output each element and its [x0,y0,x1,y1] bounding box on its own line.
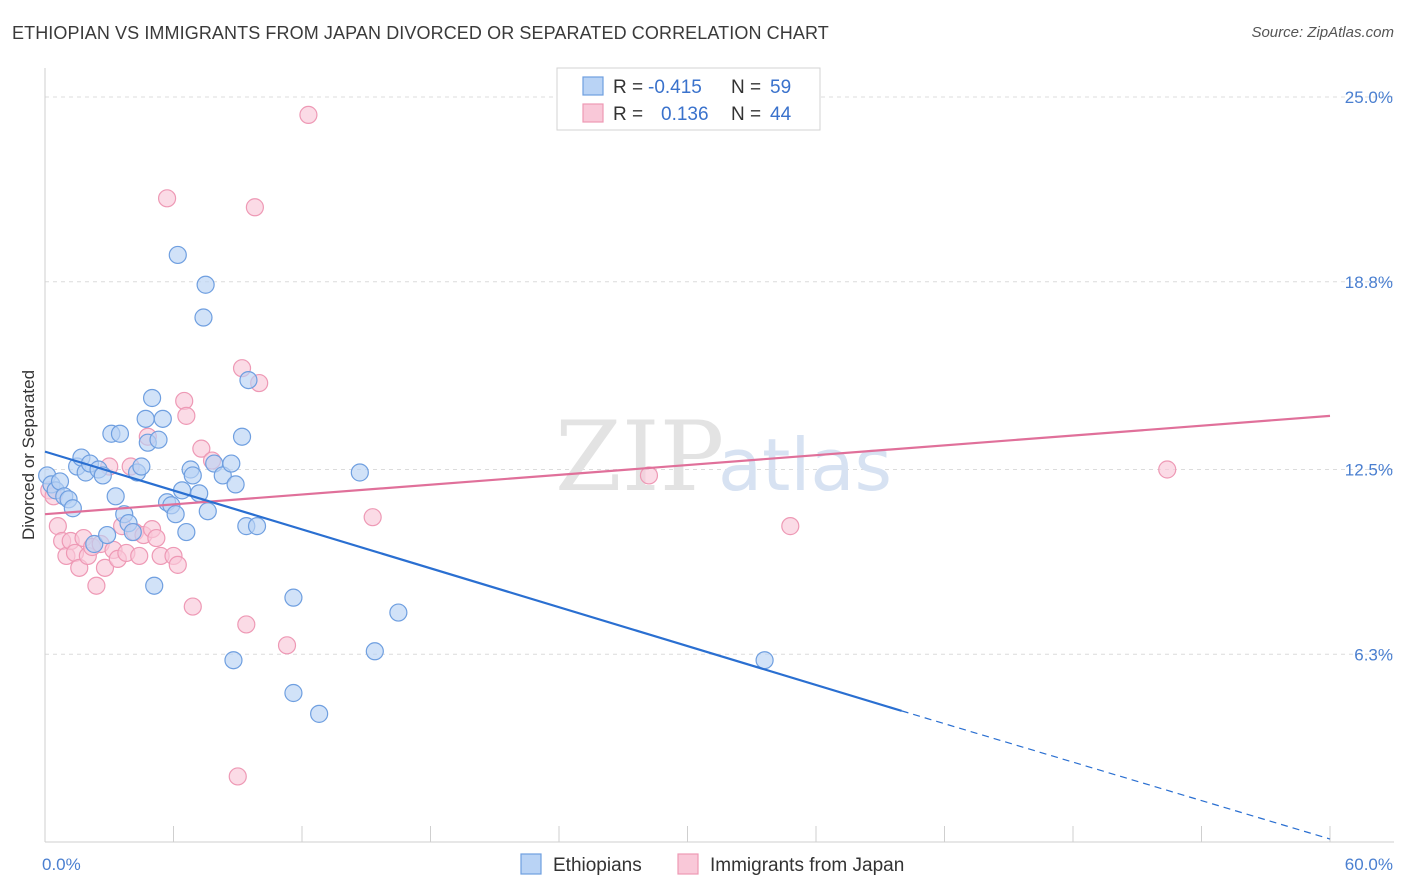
japan-point-27 [157,189,177,208]
legend-r-label-blue: R = [613,77,643,98]
japan-point-30 [175,391,194,411]
ethiopian-point-27 [149,430,168,449]
bottom-legend-label-japan: Immigrants from Japan [710,855,904,876]
legend-n-label-blue: N = [731,77,761,98]
ethiopian-point-44 [224,651,243,670]
bottom-legend-swatch-pink [677,853,699,875]
legend-r-value-blue: -0.415 [648,77,702,98]
ethiopian-point-56 [755,651,774,670]
japan-trend-line [44,414,1331,516]
ethiopian-point-43 [222,454,241,473]
ethiopian-point-51 [284,588,303,607]
ethiopian-point-52 [310,704,329,723]
japan-point-13 [95,558,115,577]
ethiopian-point-28 [153,409,172,428]
japan-point-21 [130,546,149,566]
ethiopian-point-53 [350,463,369,482]
ethiopian-point-3 [50,472,70,491]
ethiopian-point-11 [85,534,104,554]
japan-point-40 [277,636,297,655]
ethiopian-point-20 [123,522,142,542]
correlation-legend: R = -0.415 N = 59 R = 0.136 N = 44 [556,67,821,131]
japan-point-2 [48,517,67,536]
japan-point-11 [87,576,106,595]
watermark: ZIP atlas [555,401,892,513]
ethiopian-trend-line [44,450,902,712]
japan-point-38 [245,198,264,217]
legend-n-value-pink: 44 [770,104,792,125]
ethiopian-point-26 [145,576,164,595]
legend-swatch-pink [582,103,604,123]
ethiopian-point-48 [239,371,258,390]
japan-point-44 [781,517,800,536]
ethiopian-point-25 [142,388,162,408]
y-tick-label-3: 25.0% [1345,88,1393,107]
japan-point-37 [237,615,256,634]
japan-point-29 [168,555,187,574]
axes [44,68,1394,843]
ethiopian-point-6 [63,499,82,518]
bottom-legend-swatch-blue [520,853,542,875]
trend-lines [44,414,1331,840]
ethiopian-point-22 [132,457,151,476]
ethiopians-points [38,245,774,723]
ethiopian-point-23 [136,409,155,428]
ethiopian-point-50 [284,683,303,703]
ethiopian-point-36 [183,466,202,485]
ethiopian-point-49 [247,517,267,536]
y-tick-label-0: 6.3% [1354,645,1393,664]
ethiopian-point-54 [365,642,384,661]
ethiopian-point-38 [196,275,215,294]
ethiopian-point-16 [106,487,125,506]
y-tick-label-1: 12.5% [1345,461,1393,480]
japan-point-45 [1158,460,1177,479]
japan-point-42 [363,508,382,527]
tick-labels: 6.3% 12.5% 18.8% 25.0% 0.0% 60.0% [42,88,1393,874]
japan-point-35 [228,767,247,786]
bottom-legend-label-ethiopians: Ethiopians [553,855,642,876]
x-tick-label-end: 60.0% [1345,855,1393,874]
ethiopian-point-45 [226,475,245,494]
ethiopian-point-40 [198,502,217,521]
y-axis-title: Divorced or Separated [19,370,38,540]
source-credit: Source: ZipAtlas.com [1251,24,1394,41]
ethiopian-point-46 [232,427,252,446]
series-legend: Ethiopians Immigrants from Japan [520,853,904,876]
legend-r-value-pink: 0.136 [661,104,709,125]
japan-point-32 [183,597,202,616]
y-tick-label-2: 18.8% [1345,273,1393,292]
japan-point-25 [147,528,166,548]
japan-point-31 [177,406,196,425]
legend-n-value-blue: 59 [770,77,791,98]
ethiopian-point-31 [166,505,185,524]
ethiopian-point-55 [389,603,408,622]
watermark-atlas: atlas [718,423,892,507]
ethiopian-point-39 [194,308,213,327]
ethiopian-point-34 [177,522,196,542]
legend-r-label-pink: R = [613,104,643,125]
japan-point-41 [299,105,318,124]
chart-title: ETHIOPIAN VS IMMIGRANTS FROM JAPAN DIVOR… [12,23,829,43]
legend-n-label-pink: N = [731,104,761,125]
ethiopian-point-17 [110,424,130,443]
x-tick-label-start: 0.0% [42,855,81,874]
ethiopian-trend-extension [901,710,1331,840]
watermark-zip: ZIP [555,401,724,513]
japan-point-33 [192,439,211,458]
ethiopian-point-32 [168,245,187,265]
legend-swatch-blue [582,76,604,96]
ethiopian-point-14 [98,525,117,545]
